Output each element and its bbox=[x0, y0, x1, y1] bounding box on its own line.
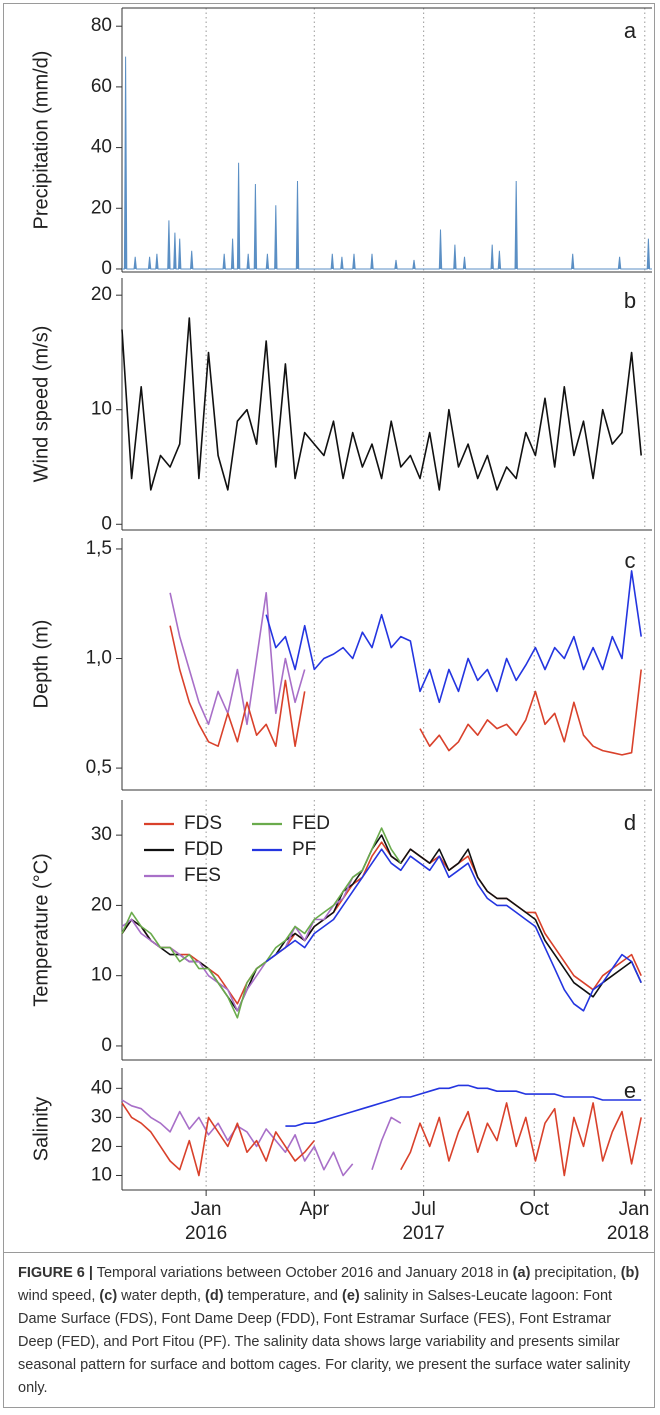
series-line bbox=[265, 848, 642, 1012]
legend-label: FDS bbox=[184, 813, 222, 834]
series-line bbox=[121, 869, 363, 1012]
series-line bbox=[265, 570, 642, 704]
series-line bbox=[121, 317, 642, 491]
caption-run: (a) bbox=[512, 1265, 531, 1281]
series-line bbox=[121, 1099, 402, 1177]
legend-label: FDD bbox=[184, 839, 223, 860]
x-tick-label: Oct bbox=[519, 1199, 549, 1220]
caption-run: water depth, bbox=[117, 1288, 206, 1304]
panel-label: b bbox=[624, 288, 636, 313]
legend-label: PF bbox=[292, 839, 316, 860]
legend-label: FES bbox=[184, 865, 221, 886]
y-axis-title: Depth (m) bbox=[30, 620, 52, 709]
y-axis-title: Salinity bbox=[30, 1097, 52, 1161]
caption-run: (b) bbox=[620, 1265, 640, 1281]
y-tick-label: 10 bbox=[91, 965, 112, 986]
x-tick-label: Apr bbox=[300, 1199, 330, 1220]
series-line bbox=[285, 1084, 642, 1127]
series-line bbox=[121, 834, 642, 1012]
caption-run: Temporal variations between October 2016… bbox=[92, 1265, 513, 1281]
panel-label: e bbox=[624, 1078, 636, 1103]
y-tick-label: 40 bbox=[91, 1077, 112, 1098]
y-tick-label: 20 bbox=[91, 284, 112, 305]
year-label: 2016 bbox=[185, 1223, 227, 1244]
caption-run: precipitation, bbox=[530, 1265, 621, 1281]
y-tick-label: 40 bbox=[91, 137, 112, 158]
y-axis-title: Temperature (°C) bbox=[30, 853, 52, 1007]
series-line bbox=[169, 592, 306, 726]
year-label: 2018 bbox=[607, 1223, 649, 1244]
y-tick-label: 20 bbox=[91, 197, 112, 218]
caption: FIGURE 6 | Temporal variations between O… bbox=[18, 1262, 640, 1400]
y-tick-label: 20 bbox=[91, 894, 112, 915]
y-tick-label: 0 bbox=[101, 1035, 112, 1056]
series-line bbox=[121, 827, 402, 1019]
y-tick-label: 1,0 bbox=[86, 648, 112, 669]
x-tick-label: Jan bbox=[191, 1199, 222, 1220]
caption-run: (c) bbox=[99, 1288, 118, 1304]
y-axis-title: Precipitation (mm/d) bbox=[30, 51, 52, 230]
panel-label: a bbox=[624, 18, 637, 43]
caption-run: FIGURE 6 | bbox=[18, 1265, 93, 1281]
panel-label: c bbox=[625, 548, 636, 573]
caption-run: salinity in Salses-Leucate lagoon: Font … bbox=[18, 1288, 631, 1396]
y-tick-label: 60 bbox=[91, 76, 112, 97]
series-line bbox=[169, 625, 642, 756]
y-tick-label: 20 bbox=[91, 1135, 112, 1156]
y-tick-label: 0,5 bbox=[86, 757, 112, 778]
caption-run: (d) bbox=[205, 1288, 224, 1304]
y-tick-label: 1,5 bbox=[86, 538, 112, 559]
figure-frame bbox=[3, 3, 655, 1408]
series-line bbox=[121, 1102, 642, 1177]
y-tick-label: 30 bbox=[91, 824, 112, 845]
y-tick-label: 10 bbox=[91, 399, 112, 420]
year-label: 2017 bbox=[403, 1223, 445, 1244]
legend-label: FED bbox=[292, 813, 330, 834]
caption-run: (e) bbox=[342, 1288, 360, 1304]
y-tick-label: 80 bbox=[91, 15, 112, 36]
x-tick-label: Jul bbox=[412, 1199, 436, 1220]
x-tick-label: Jan bbox=[619, 1199, 650, 1220]
y-tick-label: 0 bbox=[101, 513, 112, 534]
y-tick-label: 30 bbox=[91, 1106, 112, 1127]
y-axis-title: Wind speed (m/s) bbox=[30, 326, 52, 483]
caption-run: wind speed, bbox=[18, 1288, 100, 1304]
precipitation-area bbox=[122, 56, 652, 270]
y-tick-label: 0 bbox=[101, 258, 112, 279]
figure: 0 20 40 60 80 Precipitation (mm/d) a 0 10 20 Wind … bbox=[30, 7, 652, 1244]
y-tick-label: 10 bbox=[91, 1164, 112, 1185]
panel-label: d bbox=[624, 810, 636, 835]
caption-run: temperature, and bbox=[223, 1288, 343, 1304]
caption-separator bbox=[3, 1252, 655, 1253]
